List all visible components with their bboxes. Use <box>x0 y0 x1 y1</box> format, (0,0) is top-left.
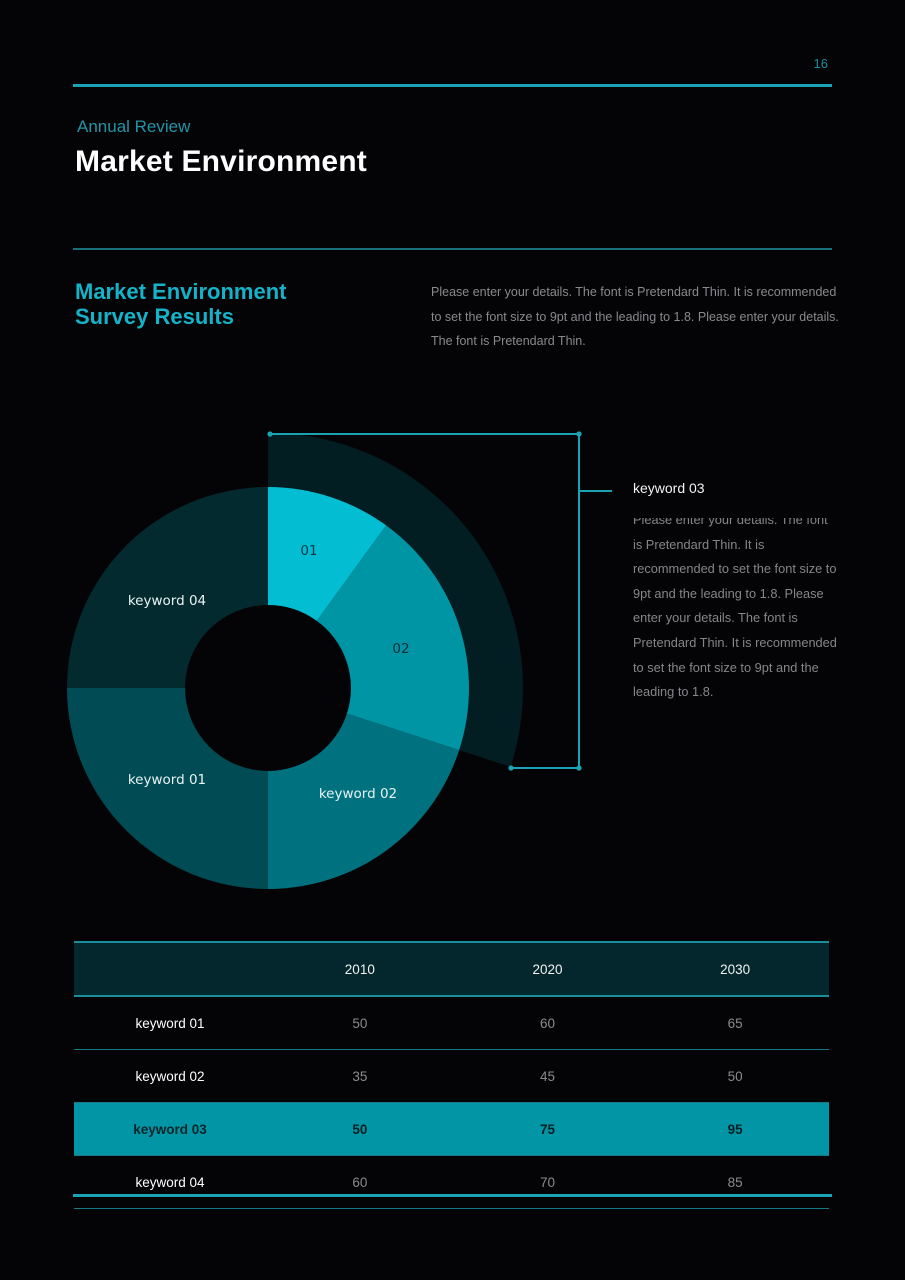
label-02: 02 <box>392 641 409 657</box>
table-header-row: 2010 2020 2030 <box>74 941 829 997</box>
slice-keyword-02 <box>268 713 460 889</box>
slice-01 <box>268 487 387 621</box>
row-label: keyword 03 <box>74 1102 266 1156</box>
table-cell: 60 <box>266 1155 454 1209</box>
section-title: Market Environment Survey Results <box>75 279 375 329</box>
table-cell: 45 <box>453 1049 642 1103</box>
kicker: Annual Review <box>77 117 191 136</box>
callout-title: keyword 03 <box>633 480 705 496</box>
callout-dots <box>267 431 582 771</box>
page-number: 16 <box>813 56 828 71</box>
column-header: 2020 <box>453 941 642 997</box>
slice-02 <box>316 525 470 751</box>
callout-body: Please enter your details. The font is P… <box>633 518 838 738</box>
section-divider <box>73 248 832 250</box>
column-header <box>74 941 266 997</box>
slice-keyword-01 <box>67 688 268 889</box>
page-title: Market Environment <box>75 145 367 178</box>
keyword-03-outer-ring <box>268 433 523 767</box>
table-cell: 85 <box>641 1155 829 1209</box>
table-cell: 50 <box>641 1049 829 1103</box>
label-keyword-02: keyword 02 <box>319 786 397 802</box>
table-row: keyword 04 60 70 85 <box>74 1155 829 1209</box>
row-label: keyword 04 <box>74 1155 266 1209</box>
table-row: keyword 02 35 45 50 <box>74 1049 829 1103</box>
row-label: keyword 02 <box>74 1049 266 1103</box>
label-01: 01 <box>300 543 317 559</box>
table-row: keyword 01 50 60 65 <box>74 996 829 1050</box>
column-header: 2030 <box>641 941 829 997</box>
table-cell: 95 <box>641 1102 829 1156</box>
bottom-divider <box>73 1194 832 1197</box>
top-divider <box>73 84 832 87</box>
table-cell: 65 <box>641 996 829 1050</box>
column-header: 2010 <box>266 941 454 997</box>
table-row-highlighted: keyword 03 50 75 95 <box>74 1102 829 1156</box>
intro-text: Please enter your details. The font is P… <box>431 285 839 348</box>
table-cell: 60 <box>453 996 642 1050</box>
data-table: 2010 2020 2030 keyword 01 50 60 65 keywo… <box>74 941 829 1209</box>
section-title-line2: Survey Results <box>75 304 234 329</box>
table-cell: 35 <box>266 1049 454 1103</box>
table-cell: 50 <box>266 996 454 1050</box>
table-cell: 50 <box>266 1102 454 1156</box>
slice-keyword-04 <box>67 487 268 688</box>
section-title-line1: Market Environment <box>75 279 287 304</box>
callout-bracket <box>270 433 612 769</box>
table-cell: 75 <box>453 1102 642 1156</box>
label-keyword-01: keyword 01 <box>128 772 206 788</box>
label-keyword-04: keyword 04 <box>128 593 206 609</box>
donut-chart: 01 02 keyword 02 keyword 01 keyword 04 <box>67 431 612 889</box>
table-cell: 70 <box>453 1155 642 1209</box>
row-label: keyword 01 <box>74 996 266 1050</box>
callout-body-text: Please enter your details. The font is P… <box>633 518 837 700</box>
